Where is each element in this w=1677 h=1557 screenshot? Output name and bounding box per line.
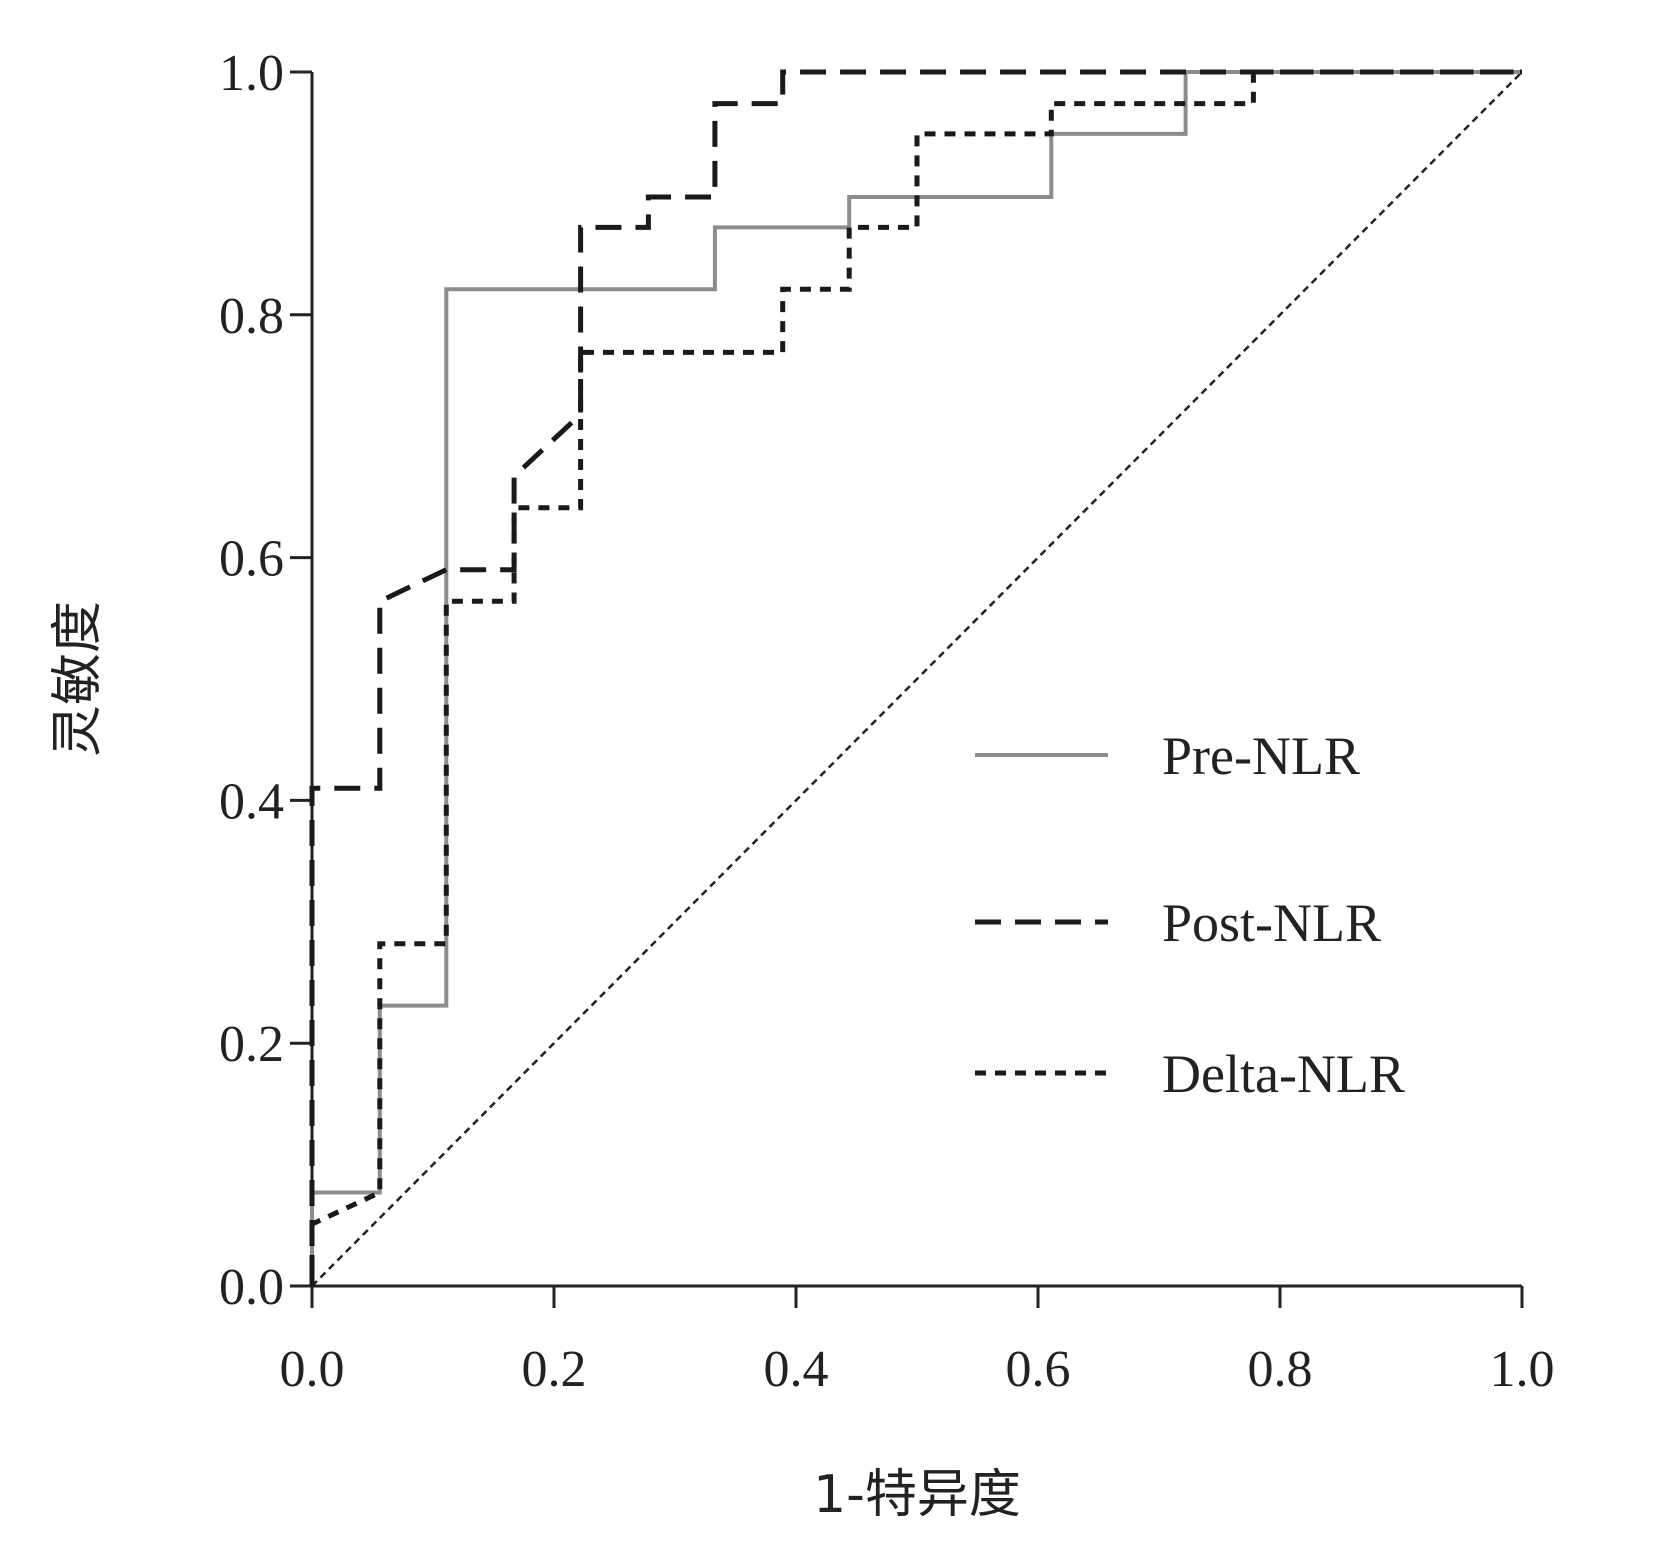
series-line-pre-nlr [310,70,1522,1286]
axes: 0.0 0.2 0.4 0.6 0.8 1.0 0.0 0.2 0.4 0.6 0.8 1.0 [219,45,1555,1398]
x-tick-label: 0.8 [1248,1341,1313,1398]
x-tick-label: 0.4 [764,1341,829,1398]
y-tick-label: 0.6 [219,531,284,588]
series-layer [309,69,1523,1287]
x-tick-label: 0.6 [1006,1341,1071,1398]
series-line-delta-nlr [309,69,1522,1286]
y-tick-label: 0.8 [219,288,284,345]
x-axis-title: 1-特异度 [813,1465,1021,1525]
reference-diagonal-line [311,71,1523,1287]
y-tick-label: 1.0 [219,45,284,102]
y-tick-label: 0.2 [219,1016,284,1073]
legend-label-pre-nlr: Pre-NLR [1162,726,1360,786]
x-tick-label: 0.2 [522,1341,587,1398]
y-axis-title: 灵敏度 [48,601,108,757]
series-line-post-nlr [309,69,1522,1286]
y-tick-label: 0.4 [219,773,284,830]
y-tick-label: 0.0 [219,1259,284,1316]
x-tick-label: 0.0 [280,1341,345,1398]
legend-label-delta-nlr: Delta-NLR [1162,1044,1405,1104]
x-tick-label: 1.0 [1490,1341,1555,1398]
legend: Pre-NLR Post-NLR Delta-NLR [975,726,1405,1104]
legend-label-post-nlr: Post-NLR [1162,893,1381,953]
